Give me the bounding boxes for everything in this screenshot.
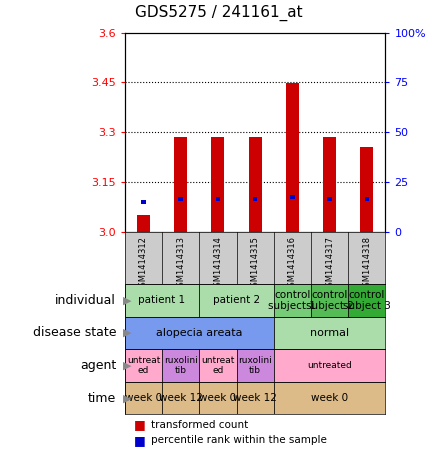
Bar [237, 349, 274, 382]
Bar [162, 349, 199, 382]
Text: agent: agent [80, 359, 116, 372]
Bar [199, 284, 274, 317]
Bar [286, 83, 299, 232]
Text: percentile rank within the sample: percentile rank within the sample [151, 435, 327, 445]
Bar [125, 284, 199, 317]
Text: ■: ■ [134, 419, 145, 431]
Bar [237, 382, 274, 414]
Text: GSM1414317: GSM1414317 [325, 236, 334, 292]
Bar [199, 349, 237, 382]
Text: ruxolini
tib: ruxolini tib [164, 356, 198, 375]
Text: week 12: week 12 [233, 393, 277, 403]
Bar [348, 284, 385, 317]
Text: GSM1414314: GSM1414314 [213, 236, 223, 292]
Text: ▶: ▶ [123, 393, 131, 403]
Bar [360, 147, 373, 232]
Bar [311, 284, 348, 317]
Text: week 12: week 12 [159, 393, 203, 403]
Text: untreat
ed: untreat ed [127, 356, 160, 375]
Text: GSM1414318: GSM1414318 [362, 236, 371, 292]
Bar [178, 197, 183, 201]
Text: control
subject 1: control subject 1 [268, 289, 316, 311]
Text: individual: individual [55, 294, 116, 307]
Text: patient 1: patient 1 [138, 295, 186, 305]
Bar [253, 197, 258, 201]
Bar [162, 382, 199, 414]
Text: GSM1414313: GSM1414313 [176, 236, 185, 292]
Bar [215, 197, 220, 201]
Bar [141, 200, 146, 204]
Bar [274, 284, 311, 317]
Bar [274, 317, 385, 349]
Bar [364, 197, 369, 201]
Text: GDS5275 / 241161_at: GDS5275 / 241161_at [135, 5, 303, 21]
Bar [274, 382, 385, 414]
Bar [174, 137, 187, 232]
Bar [125, 349, 162, 382]
Text: time: time [88, 392, 116, 405]
Bar [212, 137, 224, 232]
Bar [249, 137, 261, 232]
Text: GSM1414315: GSM1414315 [251, 236, 260, 292]
Text: control
subject 3: control subject 3 [343, 289, 391, 311]
Text: week 0: week 0 [125, 393, 162, 403]
Text: ▶: ▶ [123, 295, 131, 305]
Text: ruxolini
tib: ruxolini tib [238, 356, 272, 375]
Text: ▶: ▶ [123, 328, 131, 338]
Text: week 0: week 0 [311, 393, 348, 403]
Text: control
subject 2: control subject 2 [306, 289, 353, 311]
Bar [125, 317, 274, 349]
Bar [274, 349, 385, 382]
Bar [290, 195, 295, 199]
Text: patient 2: patient 2 [213, 295, 260, 305]
Text: GSM1414312: GSM1414312 [139, 236, 148, 292]
Text: week 0: week 0 [199, 393, 237, 403]
Text: ▶: ▶ [123, 361, 131, 371]
Bar [327, 197, 332, 201]
Text: untreat
ed: untreat ed [201, 356, 235, 375]
Text: GSM1414316: GSM1414316 [288, 236, 297, 292]
Bar [137, 215, 150, 232]
Text: transformed count: transformed count [151, 420, 248, 430]
Text: ■: ■ [134, 434, 145, 447]
Text: normal: normal [310, 328, 349, 338]
Text: disease state: disease state [32, 327, 116, 339]
Bar [323, 137, 336, 232]
Text: untreated: untreated [307, 361, 352, 370]
Text: alopecia areata: alopecia areata [156, 328, 243, 338]
Bar [125, 382, 162, 414]
Bar [199, 382, 237, 414]
